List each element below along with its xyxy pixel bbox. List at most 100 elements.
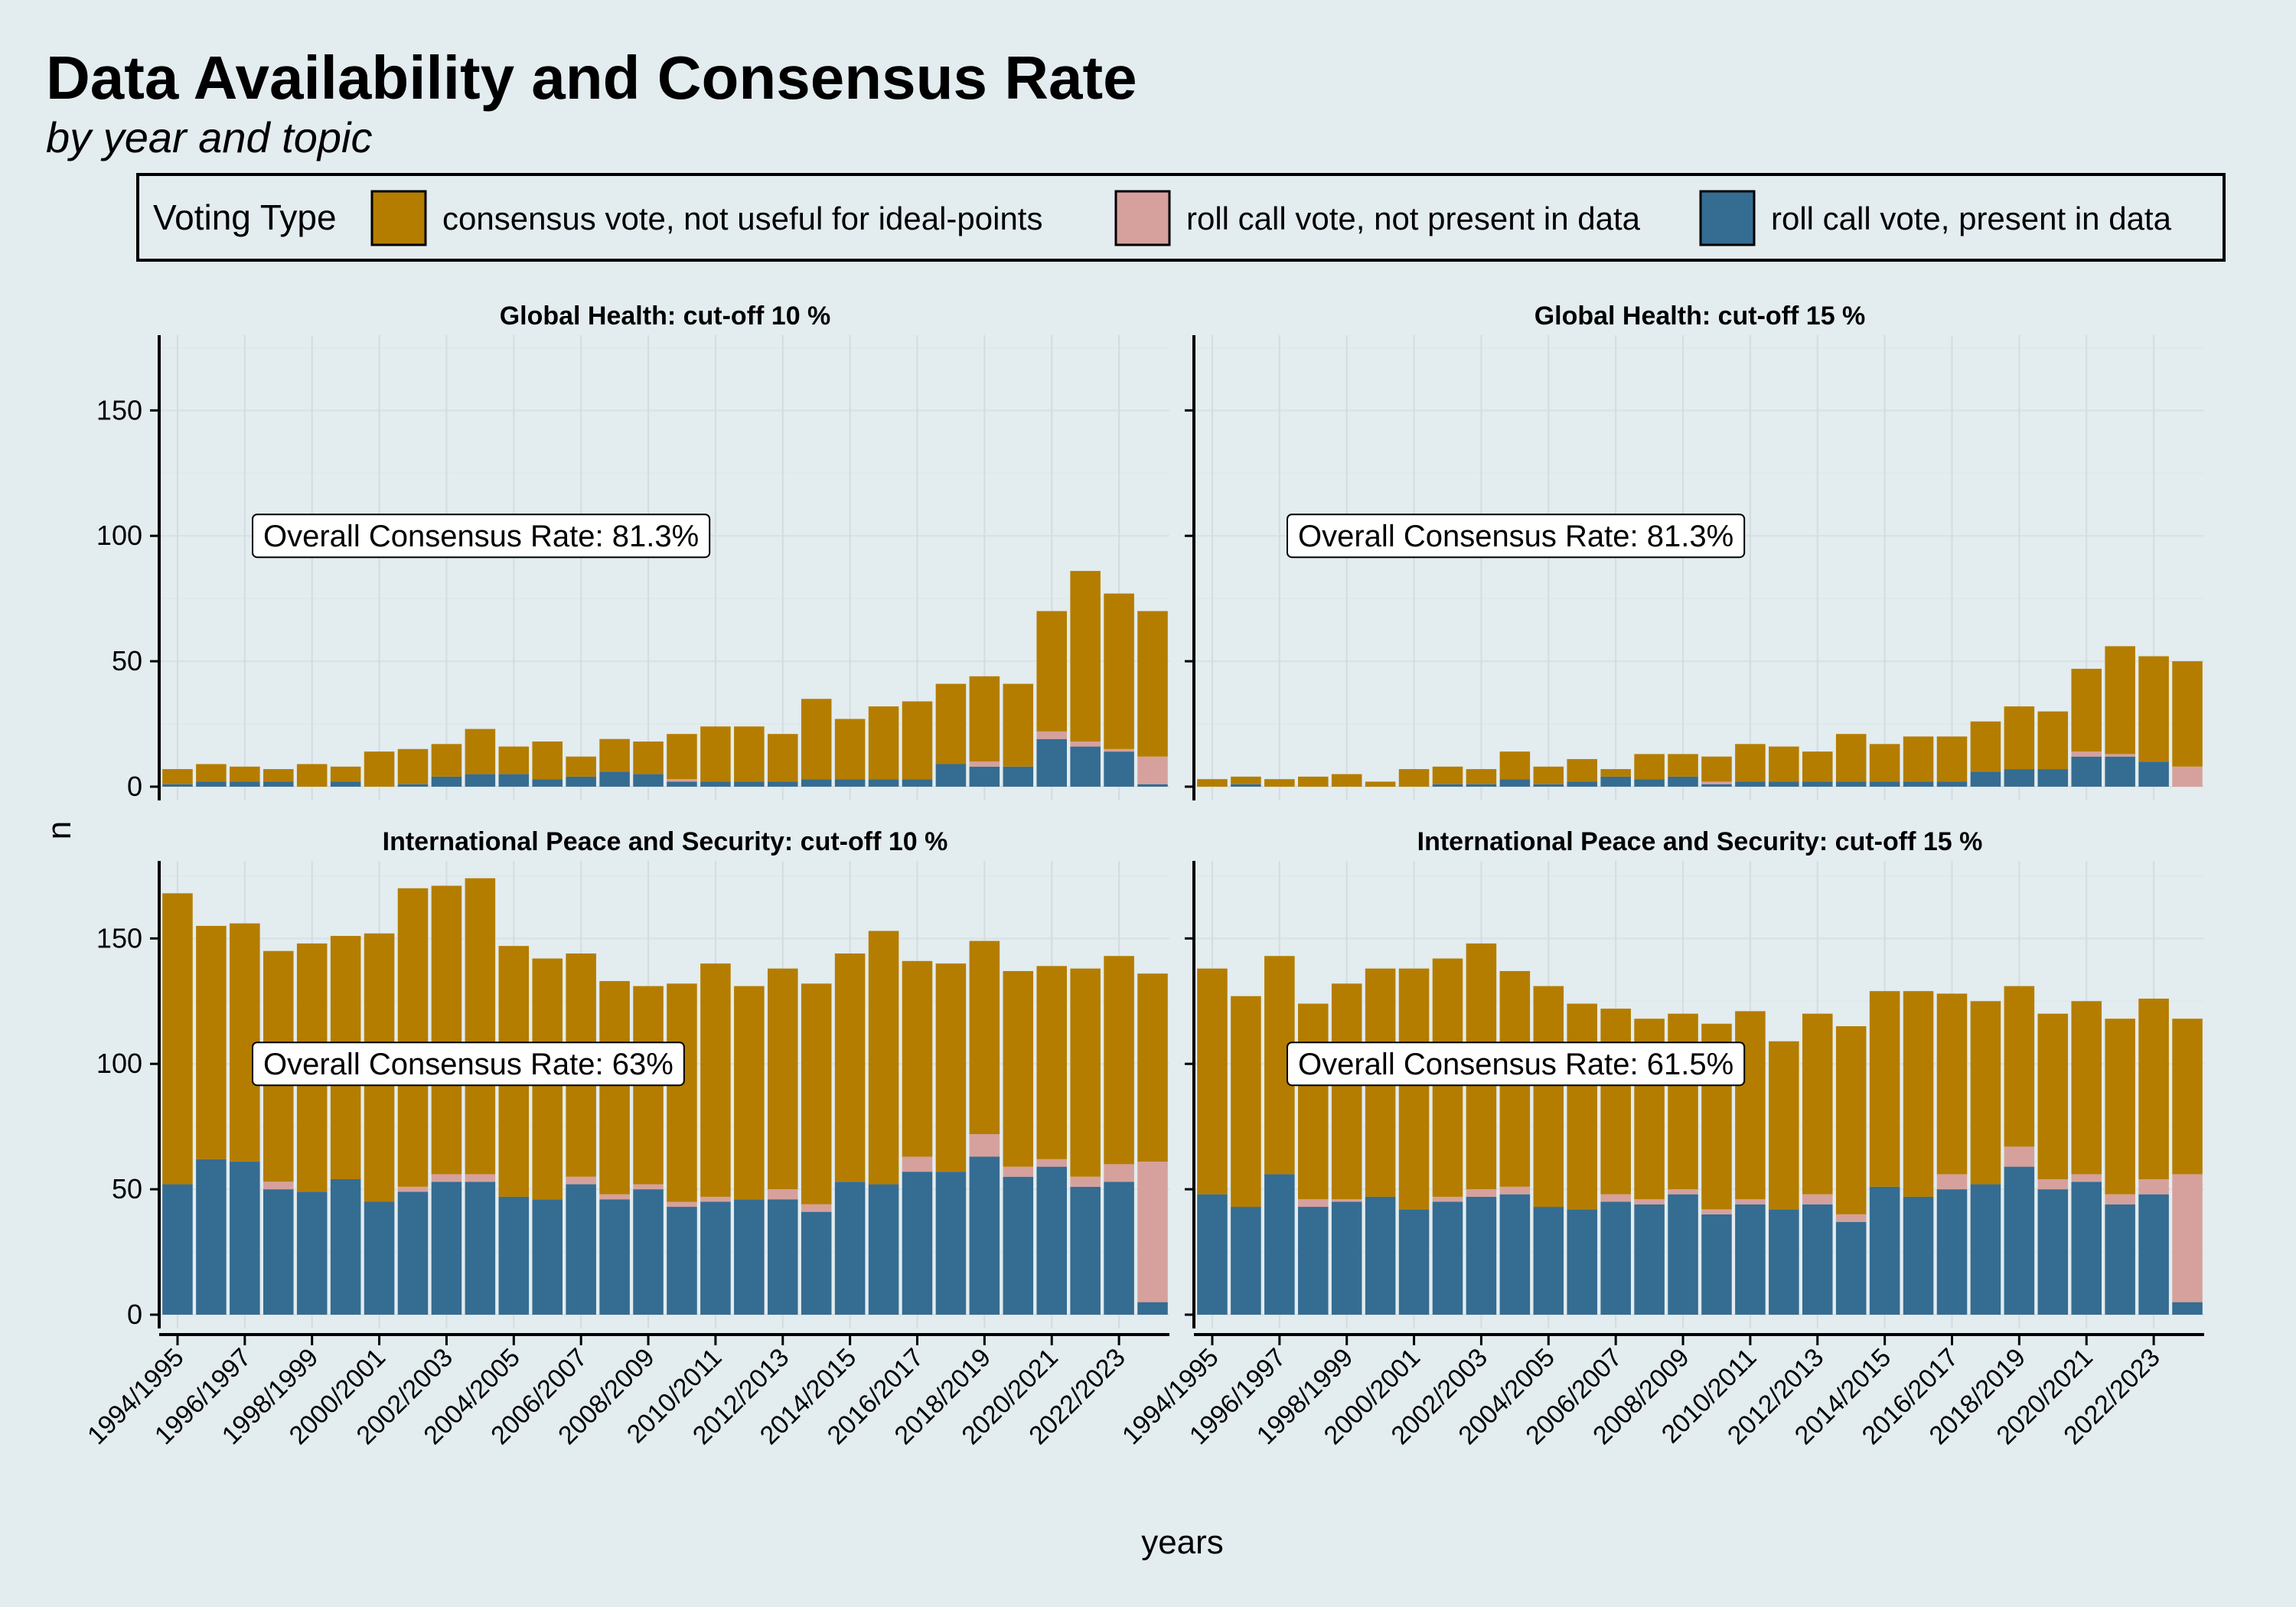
bar-segment: [801, 983, 832, 1204]
bar-segment: [1104, 956, 1134, 1165]
bar-segment: [1499, 751, 1531, 780]
legend-key-label: roll call vote, present in data: [1771, 200, 2172, 236]
bar-segment: [1137, 756, 1168, 784]
bar-segment: [2138, 1179, 2169, 1195]
x-axis-title: years: [1141, 1524, 1224, 1561]
bar-segment: [599, 1194, 630, 1200]
bar-segment: [1970, 721, 2001, 772]
bar-segment: [162, 769, 193, 784]
bar-segment: [1903, 1196, 1934, 1315]
bar-segment: [2004, 769, 2035, 787]
bar-segment: [1869, 1186, 1900, 1315]
legend-key-swatch: [370, 190, 427, 246]
bar-segment: [566, 776, 596, 787]
bar-segment: [263, 769, 294, 782]
bar-segment: [1567, 781, 1598, 787]
legend: [136, 173, 2226, 262]
bar-segment: [700, 1196, 731, 1202]
bar-segment: [667, 734, 697, 780]
bar-segment: [431, 885, 462, 1175]
bar-segment: [1869, 744, 1900, 782]
bar-segment: [834, 779, 866, 787]
bar-segment: [1365, 1196, 1396, 1315]
bar-segment: [1936, 781, 1968, 787]
bar-segment: [498, 774, 530, 787]
bar-segment: [1499, 1194, 1531, 1315]
bar-segment: [2105, 754, 2135, 757]
bar-segment: [2004, 1146, 2035, 1167]
bar-segment: [1835, 1221, 1867, 1315]
bar-segment: [2037, 769, 2069, 787]
bar-segment: [1600, 776, 1631, 787]
bar-segment: [1398, 968, 1430, 1210]
bar-segment: [1499, 779, 1531, 787]
bar-segment: [2172, 1019, 2203, 1175]
bar-segment: [1137, 973, 1168, 1162]
bar-segment: [1970, 771, 2001, 787]
bar-segment: [1567, 758, 1598, 782]
bar-segment: [599, 771, 630, 787]
bar-segment: [162, 784, 193, 787]
bar-segment: [397, 888, 429, 1187]
y-axis-title: n: [41, 821, 78, 839]
bar-segment: [1835, 781, 1867, 787]
bar-segment: [2071, 1174, 2102, 1182]
bar-segment: [1297, 1207, 1329, 1315]
y-tick-label: 150: [96, 394, 142, 425]
bar-segment: [1769, 1041, 1799, 1210]
bar-segment: [902, 1156, 933, 1172]
bar-segment: [2105, 646, 2135, 755]
bar-segment: [834, 1182, 866, 1315]
bar-segment: [1869, 781, 1900, 787]
bar-segment: [767, 968, 798, 1190]
bar-segment: [2105, 1019, 2135, 1195]
bar-segment: [700, 1201, 731, 1315]
bar-segment: [1036, 731, 1068, 739]
bar-segment: [2138, 1194, 2169, 1315]
bar-segment: [599, 738, 630, 772]
bar-segment: [1331, 983, 1362, 1200]
bar-segment: [868, 779, 899, 787]
bar-segment: [1533, 1207, 1564, 1315]
bar-segment: [1003, 683, 1034, 767]
legend-key-label: roll call vote, not present in data: [1186, 200, 1641, 236]
y-tick-label: 50: [112, 1173, 142, 1204]
bar-segment: [2105, 756, 2135, 787]
bar-segment: [1104, 593, 1134, 749]
bar-segment: [633, 1189, 664, 1315]
bar-segment: [667, 1201, 697, 1208]
bar-segment: [1735, 781, 1766, 787]
bar-segment: [1802, 781, 1833, 787]
bar-segment: [263, 1182, 294, 1190]
y-tick-label: 100: [96, 1048, 142, 1079]
bar-segment: [1297, 1003, 1329, 1200]
bar-segment: [1432, 1196, 1463, 1202]
bar-segment: [969, 1156, 1000, 1315]
bar-segment: [767, 1199, 798, 1315]
bar-segment: [1104, 751, 1134, 787]
bar-segment: [162, 893, 193, 1185]
bar-segment: [465, 1182, 496, 1315]
panel-title: Global Health: cut-off 15 %: [1534, 302, 1866, 331]
y-tick-label: 0: [127, 771, 142, 802]
bar-segment: [969, 676, 1000, 762]
bar-segment: [2172, 661, 2203, 767]
bar-segment: [868, 1184, 899, 1315]
bar-segment: [1769, 1209, 1799, 1315]
bar-segment: [465, 729, 496, 774]
y-tick-label: 100: [96, 520, 142, 551]
panel-title: International Peace and Security: cut-of…: [1417, 827, 1983, 856]
bar-segment: [196, 925, 227, 1159]
legend-title: Voting Type: [153, 197, 337, 237]
consensus-rate-box: [1287, 513, 1746, 559]
bar-segment: [1466, 784, 1497, 787]
bar-segment: [2037, 711, 2069, 770]
bar-segment: [1036, 1159, 1068, 1167]
bar-segment: [1137, 1302, 1168, 1315]
bar-segment: [2105, 1194, 2135, 1204]
bar-segment: [700, 726, 731, 782]
bar-segment: [1668, 754, 1698, 777]
bar-segment: [1070, 571, 1101, 742]
bar-segment: [397, 1191, 429, 1315]
bar-segment: [1003, 1166, 1034, 1177]
